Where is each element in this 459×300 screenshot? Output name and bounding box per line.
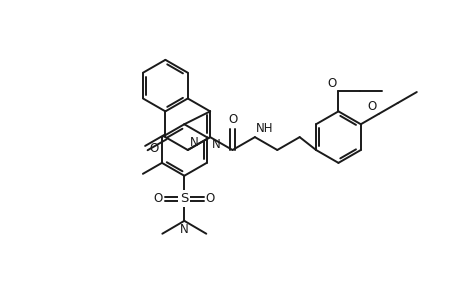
Text: N: N bbox=[212, 138, 220, 151]
Text: S: S bbox=[180, 192, 188, 206]
Text: O: O bbox=[326, 77, 336, 90]
Text: N: N bbox=[179, 223, 188, 236]
Text: O: O bbox=[367, 100, 376, 113]
Text: O: O bbox=[205, 192, 214, 206]
Text: N: N bbox=[190, 136, 198, 149]
Text: O: O bbox=[153, 192, 162, 206]
Text: O: O bbox=[227, 113, 237, 126]
Text: O: O bbox=[149, 142, 158, 154]
Text: NH: NH bbox=[255, 122, 273, 135]
